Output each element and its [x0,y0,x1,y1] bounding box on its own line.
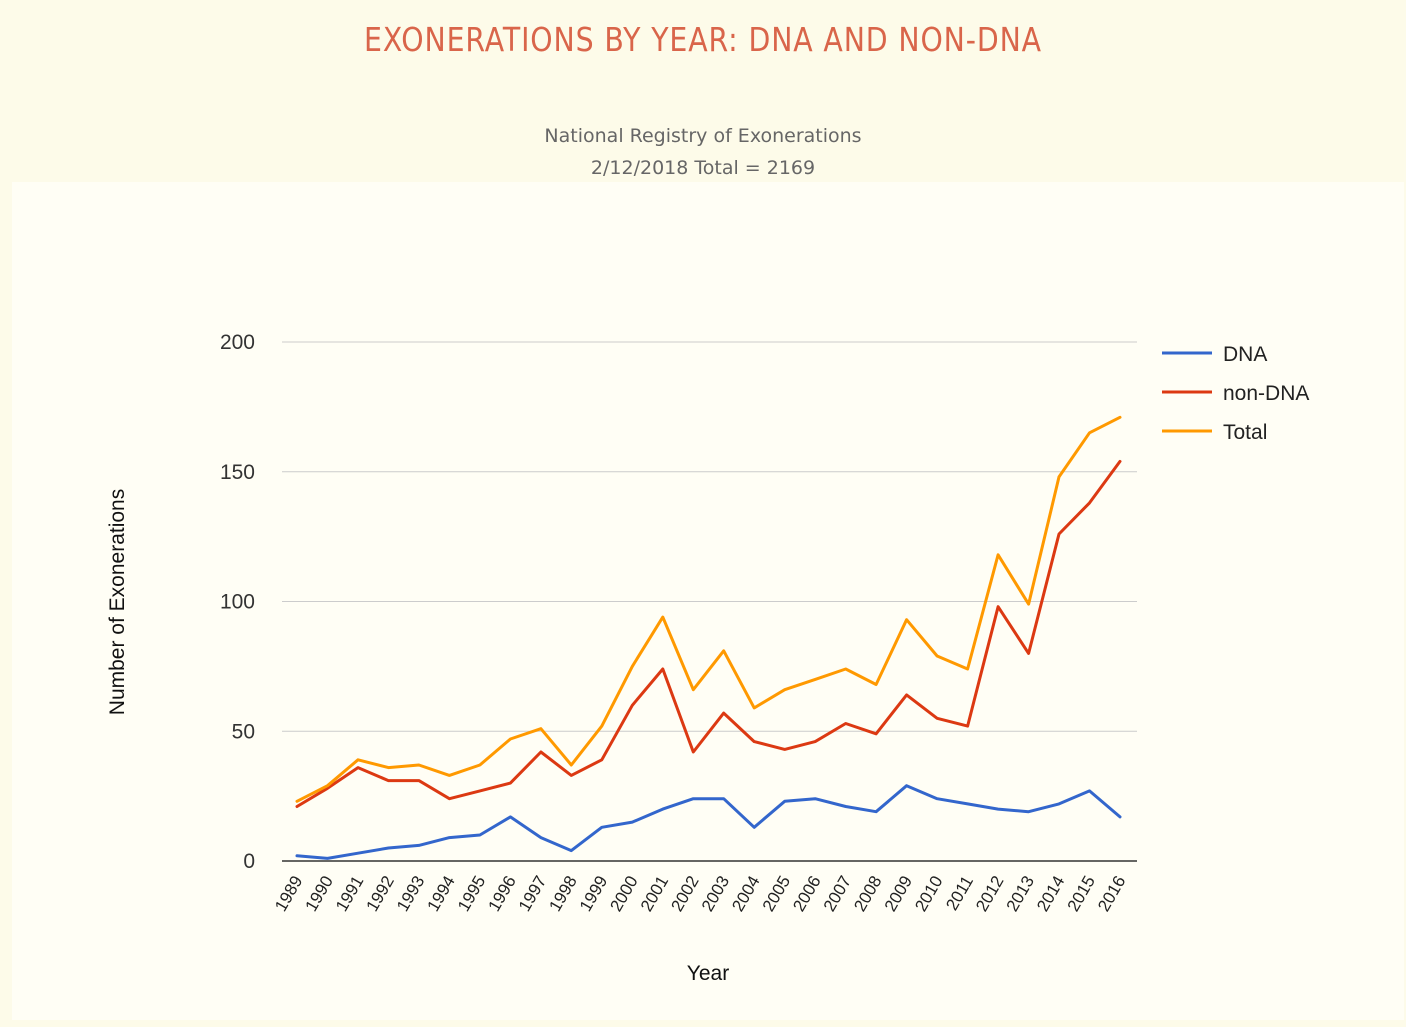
legend-item: Total [1162,421,1267,444]
chart-subtitle: National Registry of Exonerations 2/12/2… [0,120,1406,184]
x-axis-ticks: 1989199019911992199319941995199619971998… [271,873,1129,915]
x-tick-label: 2001 [637,873,672,915]
x-tick-label: 2013 [1003,873,1038,915]
y-tick-label: 0 [243,850,255,873]
legend-label: Total [1223,421,1267,444]
x-axis-title: Year [687,962,729,985]
x-tick-label: 2004 [728,873,763,915]
x-tick-label: 2007 [820,873,855,915]
series-non-dna [295,459,1122,808]
x-tick-label: 1993 [393,873,428,915]
legend-item: DNA [1162,343,1267,366]
series-line [295,784,1122,860]
x-tick-label: 2012 [972,873,1007,915]
x-tick-label: 2009 [881,873,916,915]
grid-lines [282,341,1137,862]
x-tick-label: 2011 [942,873,977,914]
x-tick-label: 1989 [271,873,306,915]
series-total [295,415,1122,803]
page-title: EXONERATIONS BY YEAR: DNA AND NON-DNA [364,20,1042,59]
series-lines [295,415,1122,860]
y-tick-label: 200 [220,331,255,354]
x-tick-label: 1997 [515,873,550,915]
legend-label: DNA [1223,343,1267,366]
chart-panel: 0 50 100 150 200 1989 1990 1991 1992 1993 1994 199… [12,182,1404,1020]
x-tick-label: 1992 [363,873,398,915]
x-tick-label: 2014 [1033,873,1068,915]
x-tick-label: 2008 [850,873,885,915]
series-dna [295,784,1122,860]
series-line [295,415,1122,803]
x-tick-label: 2005 [759,873,794,915]
x-tick-label: 1996 [484,873,519,915]
y-tick-label: 100 [220,591,255,614]
x-tick-label: 1994 [424,873,459,915]
legend-item: non-DNA [1162,382,1309,405]
y-tick-label: 50 [232,720,255,743]
x-tick-label: 2010 [911,873,946,915]
x-tick-label: 1995 [454,873,489,915]
y-axis-ticks: 0 50 100 150 200 [220,331,255,873]
x-tick-label: 1990 [302,873,337,915]
x-tick-label: 2006 [789,873,824,915]
x-tick-label: 2000 [606,873,641,915]
y-axis-title: Number of Exonerations [106,489,129,715]
y-tick-label: 150 [220,461,255,484]
x-tick-label: 2003 [698,873,733,915]
subtitle-total: 2/12/2018 Total = 2169 [590,157,816,179]
subtitle-source: National Registry of Exonerations [544,125,862,147]
x-tick-label: 1999 [576,873,611,915]
x-tick-label: 1998 [545,873,580,915]
legend-label: non-DNA [1223,382,1309,405]
x-tick-label: 2002 [667,873,702,915]
x-tick-label: 2015 [1064,873,1099,915]
x-tick-label: 2016 [1094,873,1129,915]
x-tick-label: 1991 [332,873,367,915]
series-line [295,459,1122,808]
legend: DNA non-DNA Total [1162,343,1309,444]
